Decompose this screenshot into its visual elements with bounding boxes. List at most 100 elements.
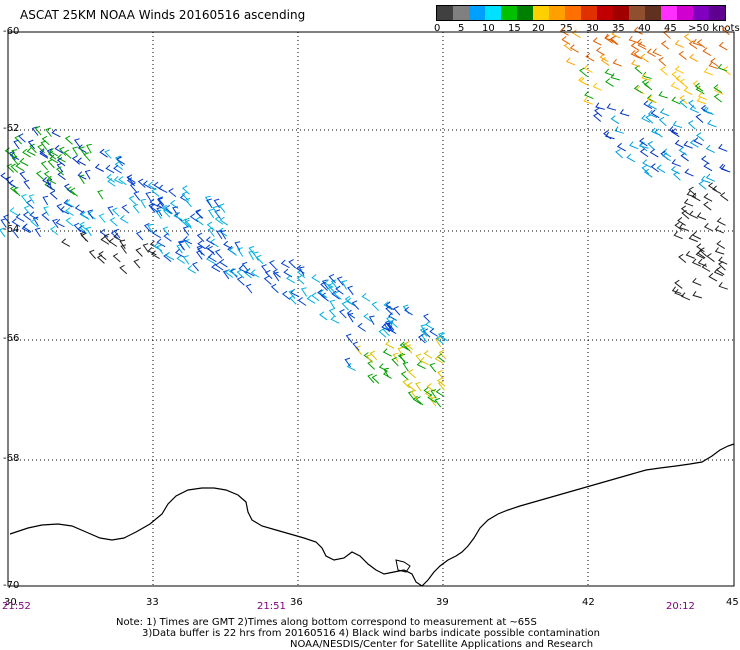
wind-barb (615, 148, 623, 159)
wind-barb (300, 287, 308, 297)
wind-barb (700, 175, 711, 184)
wind-barb (328, 307, 337, 318)
wind-barb (143, 222, 152, 233)
wind-barb (220, 230, 227, 240)
wind-barb (718, 143, 728, 152)
wind-barb (156, 206, 163, 217)
wind-barb (392, 352, 399, 363)
wind-barb (151, 187, 160, 197)
wind-barb (719, 192, 729, 202)
wind-barb (696, 39, 706, 49)
wind-barb (20, 194, 28, 204)
wind-barb (606, 103, 617, 111)
legend-swatch (677, 6, 693, 20)
wind-barb (80, 232, 89, 243)
wind-barb (614, 126, 624, 134)
wind-barb (336, 276, 344, 286)
wind-barb (386, 316, 393, 326)
wind-barb (318, 289, 328, 299)
pass-time-label: 21:51 (257, 601, 286, 612)
wind-barb (0, 218, 7, 228)
wind-barb (264, 269, 273, 280)
wind-barb (345, 333, 353, 344)
wind-barb (137, 178, 146, 188)
wind-barb (135, 230, 144, 241)
wind-barb (178, 241, 186, 251)
wind-barb (252, 251, 259, 262)
wind-barb (11, 149, 18, 159)
wind-barb (189, 213, 199, 223)
wind-barb (64, 135, 73, 145)
legend-label: 15 (508, 23, 521, 34)
wind-barb (344, 295, 353, 305)
wind-barb (212, 205, 219, 216)
wind-barb (415, 353, 423, 364)
wind-barb (674, 221, 683, 231)
lon-label: 36 (290, 597, 303, 608)
wind-barb (329, 299, 336, 310)
wind-barb (605, 131, 615, 140)
wind-barb (222, 269, 230, 280)
wind-barb (660, 40, 670, 50)
wind-barb (571, 29, 581, 39)
wind-barb (195, 209, 203, 219)
wind-barb (0, 227, 6, 238)
wind-barb (163, 205, 172, 215)
wind-barb (662, 148, 672, 158)
wind-barb (23, 179, 31, 190)
wind-barb (113, 175, 123, 185)
wind-barb (415, 396, 424, 406)
wind-barb (659, 108, 670, 117)
wind-barb (187, 265, 197, 274)
wind-barb (63, 199, 73, 208)
wind-barb (400, 370, 409, 381)
wind-barb (223, 240, 233, 250)
wind-barb (9, 207, 19, 216)
wind-barb (248, 250, 254, 261)
wind-barb (41, 211, 50, 222)
wind-barb (585, 52, 595, 62)
legend-color-bar (436, 5, 726, 21)
wind-barb (330, 315, 340, 324)
wind-barb (11, 155, 19, 166)
wind-barb (297, 297, 307, 306)
wind-barb (609, 36, 618, 46)
wind-barb (65, 199, 75, 208)
wind-barb (65, 207, 74, 216)
wind-barb (677, 217, 686, 226)
wind-barb (703, 162, 713, 172)
wind-barb (658, 56, 667, 67)
wind-barb (716, 240, 726, 250)
legend-label: 10 (482, 23, 495, 34)
wind-barb (427, 394, 437, 403)
wind-barb (707, 119, 717, 128)
legend-swatch (581, 6, 597, 20)
wind-barb (610, 73, 621, 81)
wind-barb (30, 218, 39, 228)
wind-barb (404, 306, 413, 316)
wind-barb (261, 264, 268, 274)
wind-barb (434, 355, 444, 364)
wind-barb (639, 148, 649, 158)
wind-barb (719, 163, 729, 172)
wind-barb (27, 139, 35, 150)
wind-barb (671, 286, 682, 294)
wind-barb (162, 226, 170, 236)
wind-barb (120, 244, 127, 254)
wind-barb (671, 158, 681, 167)
wind-barb (647, 141, 656, 151)
wind-barb (114, 155, 122, 166)
legend-swatch (485, 6, 501, 20)
wind-barb (77, 144, 87, 153)
wind-barb (135, 247, 143, 257)
wind-barb (26, 147, 36, 156)
wind-barb (113, 164, 122, 174)
wind-barb (438, 332, 445, 342)
wind-barb (435, 388, 445, 397)
wind-barb (245, 268, 255, 277)
wind-barb (56, 162, 64, 173)
wind-barb (363, 313, 372, 322)
wind-barb (116, 156, 126, 165)
wind-barb (6, 163, 15, 173)
wind-barb (641, 114, 651, 123)
